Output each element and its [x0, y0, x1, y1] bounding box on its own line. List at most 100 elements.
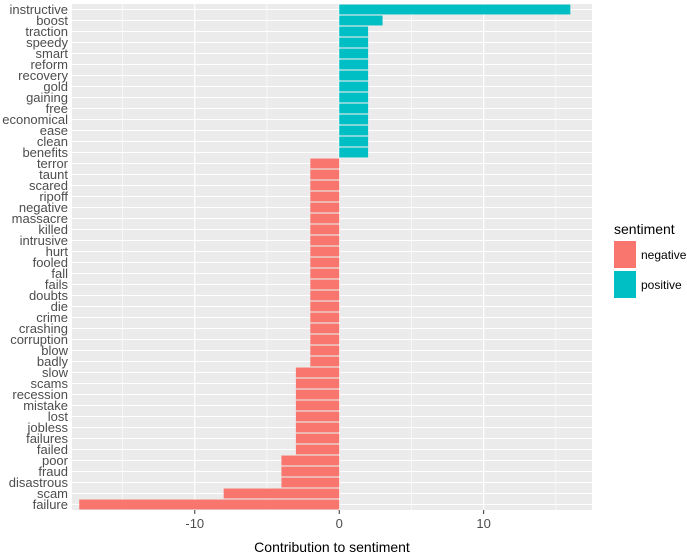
- y-tick-labels: instructiveboosttractionspeedysmartrefor…: [2, 2, 68, 512]
- y-tick-label-fraud: fraud: [38, 464, 68, 479]
- bar-die: [310, 301, 340, 312]
- legend-key-positive: [614, 271, 636, 298]
- y-tick-label-free: free: [46, 101, 68, 116]
- bar-speedy: [339, 37, 369, 48]
- bar-fooled: [310, 257, 340, 268]
- bar-mistake: [295, 400, 340, 411]
- x-axis-ticks: -10 0 10: [185, 510, 491, 531]
- y-tick-label-doubts: doubts: [29, 288, 69, 303]
- bars: [79, 4, 571, 510]
- y-tick-label-crime: crime: [36, 310, 68, 325]
- bar-negative: [310, 202, 340, 213]
- y-tick-label-mistake: mistake: [23, 398, 68, 413]
- y-tick-label-gaining: gaining: [26, 90, 68, 105]
- bar-ripoff: [310, 191, 340, 202]
- x-tick-label: 0: [336, 516, 343, 531]
- bar-failed: [295, 444, 340, 455]
- y-tick-label-poor: poor: [42, 453, 69, 468]
- y-tick-label-failure: failure: [33, 497, 68, 512]
- bar-recovery: [339, 70, 369, 81]
- bar-slow: [295, 367, 340, 378]
- y-tick-label-failures: failures: [26, 431, 68, 446]
- y-tick-label-massacre: massacre: [12, 211, 68, 226]
- y-tick-label-slow: slow: [42, 365, 69, 380]
- bar-crime: [310, 312, 340, 323]
- bar-traction: [339, 26, 369, 37]
- y-tick-label-blow: blow: [41, 343, 68, 358]
- bar-boost: [339, 15, 383, 26]
- y-tick-label-instructive: instructive: [9, 2, 68, 17]
- y-tick-label-fall: fall: [51, 266, 68, 281]
- y-tick-label-hurt: hurt: [46, 244, 69, 259]
- bar-massacre: [310, 213, 340, 224]
- bar-intrusive: [310, 235, 340, 246]
- legend-label-negative: negative: [641, 248, 687, 262]
- y-tick-label-corruption: corruption: [10, 332, 68, 347]
- y-tick-label-fooled: fooled: [33, 255, 68, 270]
- y-tick-label-ripoff: ripoff: [39, 189, 68, 204]
- bar-reform: [339, 59, 369, 70]
- legend: sentiment negative positive: [614, 221, 687, 298]
- y-tick-label-badly: badly: [37, 354, 69, 369]
- bar-disastrous: [281, 477, 340, 488]
- bar-gaining: [339, 92, 369, 103]
- y-tick-label-die: die: [51, 299, 68, 314]
- legend-key-negative: [614, 241, 636, 268]
- bar-killed: [310, 224, 340, 235]
- bar-instructive: [339, 4, 571, 15]
- bar-gold: [339, 81, 369, 92]
- y-tick-label-boost: boost: [36, 13, 68, 28]
- bar-clean: [339, 136, 369, 147]
- y-tick-label-traction: traction: [25, 24, 68, 39]
- bar-hurt: [310, 246, 340, 257]
- y-tick-label-disastrous: disastrous: [9, 475, 69, 490]
- bar-smart: [339, 48, 369, 59]
- bar-failure: [79, 499, 340, 510]
- bar-scam: [223, 488, 340, 499]
- y-tick-label-reform: reform: [30, 57, 68, 72]
- y-tick-label-gold: gold: [43, 79, 68, 94]
- bar-terror: [310, 158, 340, 169]
- bar-crashing: [310, 323, 340, 334]
- y-tick-label-terror: terror: [37, 156, 69, 171]
- x-tick-label: 10: [476, 516, 490, 531]
- y-tick-label-lost: lost: [48, 409, 69, 424]
- y-tick-label-scared: scared: [29, 178, 68, 193]
- bar-scams: [295, 378, 340, 389]
- bar-doubts: [310, 290, 340, 301]
- legend-label-positive: positive: [641, 278, 682, 292]
- y-tick-label-scams: scams: [30, 376, 68, 391]
- bar-ease: [339, 125, 369, 136]
- y-tick-label-benefits: benefits: [22, 145, 68, 160]
- bar-economical: [339, 114, 369, 125]
- x-axis-title: Contribution to sentiment: [254, 539, 410, 555]
- bar-badly: [310, 356, 340, 367]
- y-tick-label-clean: clean: [37, 134, 68, 149]
- bar-fails: [310, 279, 340, 290]
- bar-taunt: [310, 169, 340, 180]
- y-tick-label-ease: ease: [40, 123, 68, 138]
- bar-corruption: [310, 334, 340, 345]
- bar-benefits: [339, 147, 369, 158]
- bar-recession: [295, 389, 340, 400]
- y-tick-label-failed: failed: [37, 442, 68, 457]
- y-tick-label-intrusive: intrusive: [20, 233, 68, 248]
- bar-free: [339, 103, 369, 114]
- bar-failures: [295, 433, 340, 444]
- bar-lost: [295, 411, 340, 422]
- bar-fraud: [281, 466, 340, 477]
- y-tick-label-scam: scam: [37, 486, 68, 501]
- bar-scared: [310, 180, 340, 191]
- y-tick-label-recovery: recovery: [18, 68, 68, 83]
- y-tick-label-negative: negative: [19, 200, 68, 215]
- y-tick-label-jobless: jobless: [27, 420, 69, 435]
- y-tick-label-killed: killed: [38, 222, 68, 237]
- x-tick-label: -10: [185, 516, 204, 531]
- legend-title: sentiment: [614, 221, 675, 237]
- y-tick-label-fails: fails: [45, 277, 69, 292]
- bar-poor: [281, 455, 340, 466]
- y-tick-label-crashing: crashing: [19, 321, 68, 336]
- bar-blow: [310, 345, 340, 356]
- y-tick-label-smart: smart: [36, 46, 69, 61]
- y-tick-label-economical: economical: [2, 112, 68, 127]
